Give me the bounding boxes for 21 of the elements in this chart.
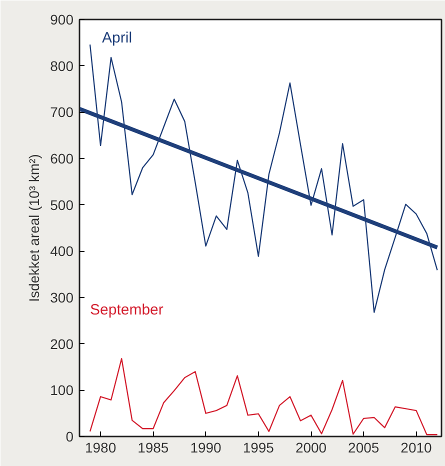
y-tick-label: 800 bbox=[50, 58, 74, 74]
y-tick-label: 200 bbox=[50, 336, 74, 352]
x-tick-label: 2005 bbox=[348, 440, 380, 456]
y-tick-label: 300 bbox=[50, 290, 74, 306]
y-tick-label: 400 bbox=[50, 243, 74, 260]
text: September bbox=[90, 302, 164, 319]
x-tick-label: 1990 bbox=[190, 440, 222, 456]
y-tick-label: 500 bbox=[50, 196, 74, 213]
series-label: April bbox=[102, 30, 132, 47]
x-tick-label: 1980 bbox=[84, 440, 116, 456]
x-tick-label: 2010 bbox=[400, 440, 432, 456]
y-axis-title: Isdekket areal (10³ km²) bbox=[26, 154, 42, 302]
y-tick-label: 700 bbox=[50, 104, 74, 120]
x-tick-label: 2000 bbox=[295, 440, 327, 456]
y-tick-label: 900 bbox=[50, 12, 74, 28]
y-tick-label: 100 bbox=[50, 382, 74, 398]
y-tick-label: 0 bbox=[66, 428, 74, 444]
x-tick-label: 1985 bbox=[138, 440, 169, 456]
y-tick-label: 600 bbox=[50, 150, 74, 166]
x-tick-label: 1995 bbox=[242, 440, 274, 456]
line-series bbox=[89, 358, 438, 436]
